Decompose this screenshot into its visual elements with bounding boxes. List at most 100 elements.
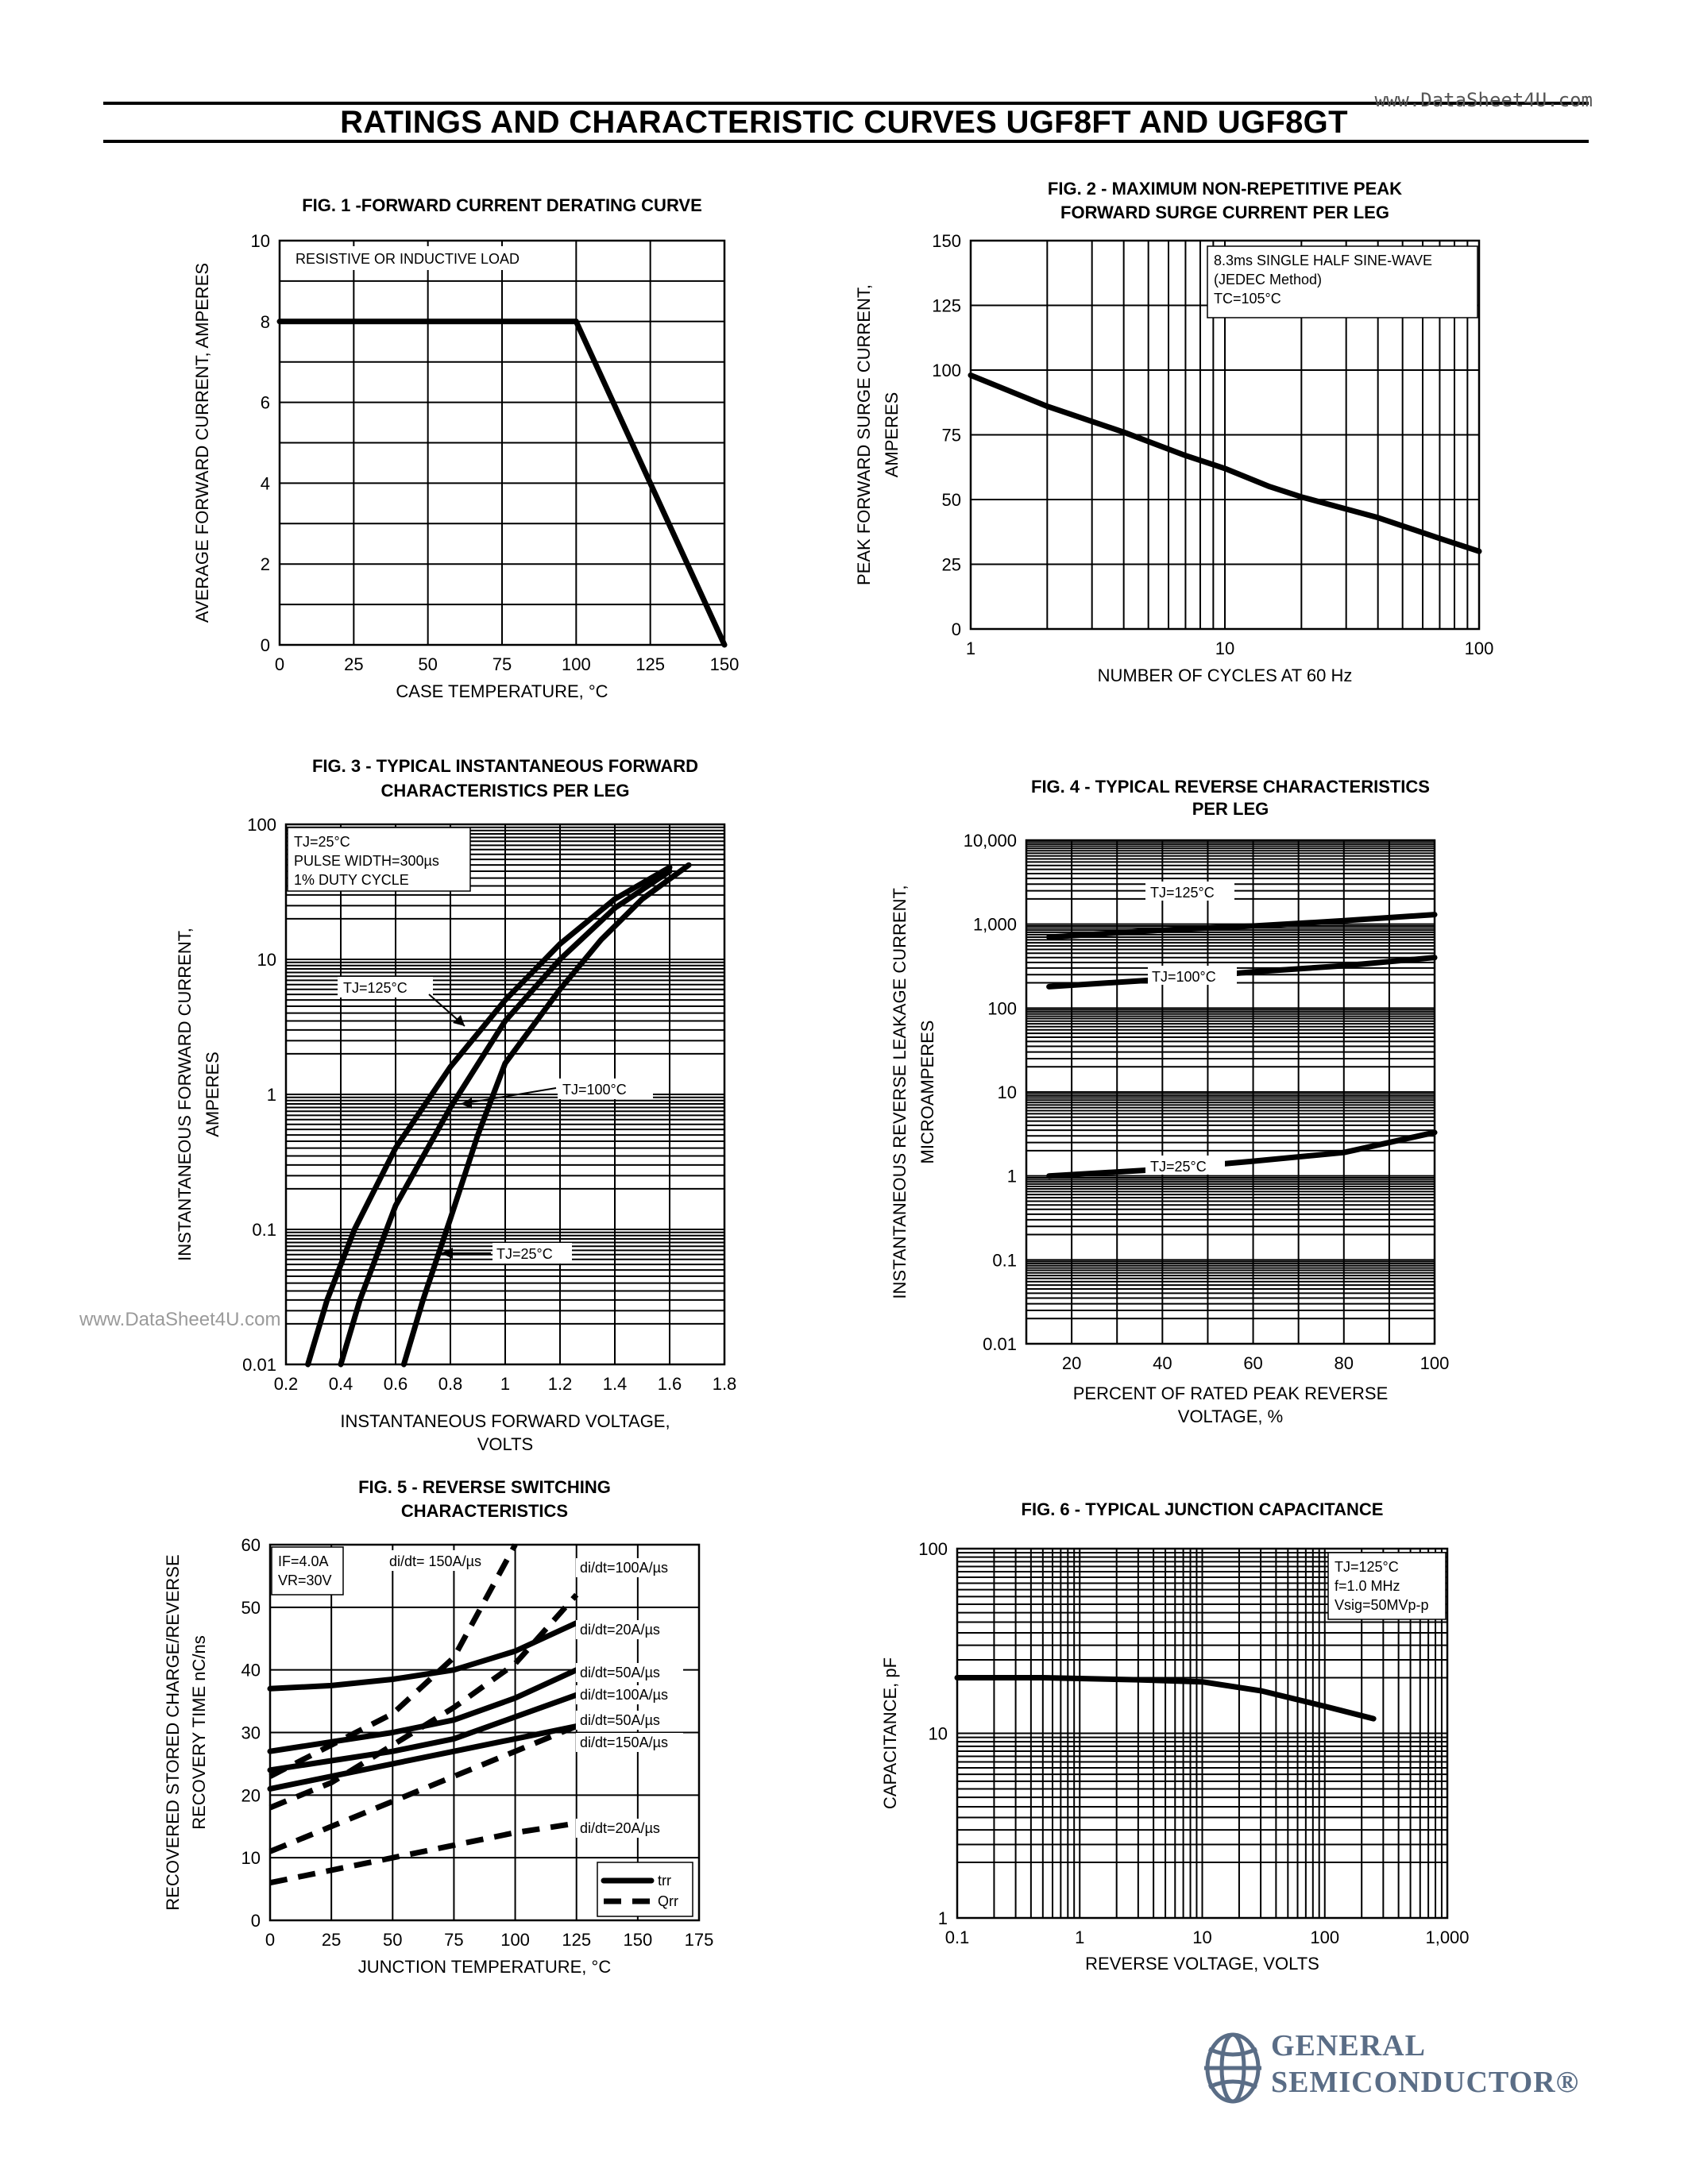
series-line-0 [267,1620,580,1692]
series-line-7 [269,1820,577,1886]
x-tick-label: 80 [1335,1353,1354,1373]
y-tick-label: 10 [251,231,270,251]
label-bg [492,1243,572,1264]
plot-frame [284,823,726,1366]
label-bg [576,1819,683,1838]
y-tick-label: 10,000 [964,831,1017,851]
y-axis-label: RECOVERED STORED CHARGE/REVERSE [163,1554,183,1910]
curve-label: di/dt=100A/µs [580,1560,668,1576]
x-tick-label: 50 [383,1930,402,1950]
curve-label: di/dt=150A/µs [580,1734,668,1750]
chart-title: FIG. 1 -FORWARD CURRENT DERATING CURVE [302,195,702,215]
y-axis-label: PEAK FORWARD SURGE CURRENT, [854,284,874,585]
y-tick-label: 100 [918,1539,948,1559]
chart-title: PER LEG [1192,799,1269,819]
chart-fig2: FIG. 2 - MAXIMUM NON-REPETITIVE PEAK FORW… [854,179,1493,685]
x-tick-label: 1,000 [1425,1927,1469,1947]
y-tick-label: 30 [241,1723,261,1743]
x-tick-label: 0 [275,654,284,674]
y-tick-label: 8 [261,312,270,332]
x-tick-label: 25 [322,1930,341,1950]
y-tick-label: 4 [261,473,270,493]
plot-frame [1025,839,1436,1345]
x-tick-label: 100 [1310,1927,1339,1947]
x-tick-label: 0.4 [329,1374,353,1394]
y-tick-label: 1 [1007,1167,1017,1187]
annotation-text: RESISTIVE OR INDUCTIVE LOAD [295,251,520,267]
series-line-4 [268,1543,518,1779]
label-bg [576,1711,683,1730]
y-tick-label: 0.1 [992,1250,1017,1270]
curve-label: di/dt=50A/µs [580,1712,660,1728]
y-tick-label: 100 [932,361,961,380]
y-axis-label: INSTANTANEOUS REVERSE LEAKAGE CURRENT, [890,885,910,1298]
x-tick-label: 1 [500,1374,510,1394]
y-tick-label: 10 [257,950,276,970]
x-axis-label: VOLTAGE, % [1178,1406,1283,1426]
plot-frame [956,1547,1449,1920]
annotation-text: Vsig=50MVp-p [1335,1597,1429,1613]
label-bg [1145,1156,1225,1175]
x-tick-label: 100 [1420,1353,1450,1373]
annotation-text-box [1207,245,1478,318]
series-line-2 [267,1692,580,1773]
y-tick-label: 20 [241,1785,261,1805]
y-axis-label: MICROAMPERES [917,1021,937,1164]
annotation-text: PULSE WIDTH=300µs [294,853,439,869]
y-tick-label: 75 [942,426,961,446]
x-tick-label: 1.4 [603,1374,628,1394]
series-line-0 [1046,912,1438,940]
y-axis-label: CAPACITANCE, pF [880,1657,900,1809]
series-line-1 [338,868,673,1368]
y-axis-label: RECOVERY TIME nC/ns [189,1635,209,1830]
annotation-text: 1% DUTY CYCLE [294,872,409,888]
x-tick-label: 1.8 [713,1374,737,1394]
x-tick-label: 40 [1153,1353,1172,1373]
y-tick-label: 100 [247,815,276,835]
series-line-0 [276,318,728,648]
chart-title: FORWARD SURGE CURRENT PER LEG [1060,203,1389,222]
leader-100 [460,1087,557,1105]
grid-lines [285,824,725,1365]
x-tick-label: 150 [710,654,740,674]
x-tick-label: 75 [492,654,512,674]
chart-fig5: FIG. 5 - REVERSE SWITCHING CHARACTERISTIC… [163,1477,713,1977]
legend-box [597,1862,693,1917]
x-tick-label: 1 [966,639,975,658]
x-tick-label: 10 [1192,1927,1211,1947]
y-tick-label: 60 [241,1535,261,1555]
curve-label-125: TJ=125°C [1150,885,1215,901]
y-tick-label: 6 [261,393,270,413]
x-tick-label: 150 [623,1930,652,1950]
label-bg [1148,966,1237,985]
annotation-text: 8.3ms SINGLE HALF SINE-WAVE [1214,253,1432,268]
chart-fig1: FIG. 1 -FORWARD CURRENT DERATING CURVE 0 2… [192,195,739,701]
y-tick-label: 2 [261,554,270,574]
label-bg [576,1558,683,1577]
logo-line-2: SEMICONDUCTOR® [1271,2066,1579,2099]
curve-label-25: TJ=25°C [1150,1159,1207,1175]
y-tick-label: 0.01 [983,1334,1017,1354]
gs-emblem-icon [1204,2032,1261,2104]
annotation-text: IF=4.0A [278,1553,329,1569]
label-bg [576,1620,683,1639]
x-axis-label: JUNCTION TEMPERATURE, °C [358,1957,612,1977]
x-tick-label: 100 [1465,639,1494,658]
x-tick-label: 125 [562,1930,591,1950]
label-bg [576,1685,683,1704]
page-title: RATINGS AND CHARACTERISTIC CURVES UGF8FT… [340,105,1348,140]
y-tick-label: 0.1 [252,1220,276,1240]
y-tick-label: 0.01 [242,1355,276,1375]
x-tick-label: 1.2 [548,1374,573,1394]
y-tick-label: 50 [241,1598,261,1618]
y-tick-label: 150 [932,231,961,251]
chart-fig4: FIG. 4 - TYPICAL REVERSE CHARACTERISTICS… [890,777,1449,1426]
curve-label: di/dt= 150A/µs [389,1553,481,1569]
annotation-bg [288,246,558,270]
grid-lines [1026,840,1435,1345]
title-underline [103,140,1589,143]
x-tick-label: 100 [500,1930,530,1950]
y-tick-label: 1,000 [973,915,1017,935]
